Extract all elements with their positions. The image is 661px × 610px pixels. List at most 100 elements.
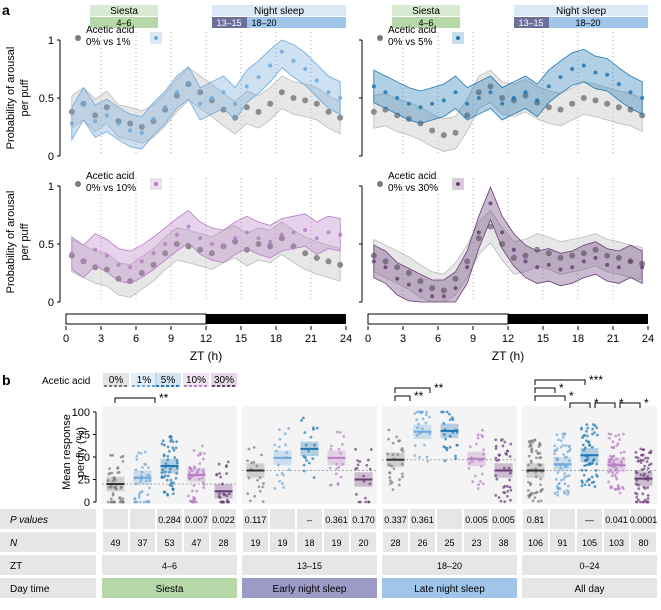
n-value: 28 [390, 538, 400, 548]
fly-point [170, 484, 174, 488]
n-cell-bg [631, 532, 656, 552]
fly-point [591, 432, 594, 436]
legend-marker-treatment [154, 182, 158, 186]
n-cell-bg [184, 532, 209, 552]
fly-point [258, 476, 262, 480]
legend-b-label: 30% [214, 375, 234, 386]
point-treatment [81, 259, 86, 264]
fly-point [166, 474, 170, 478]
fly-point [202, 483, 206, 487]
fly-point [257, 485, 261, 489]
x-tick-label: 15 [537, 333, 549, 345]
n-cell-bg [550, 532, 575, 552]
fly-point [387, 463, 391, 467]
fly-point [358, 460, 362, 463]
fly-point [175, 461, 179, 465]
panel-b-y-tick-label: 50 [78, 452, 90, 464]
fly-point [615, 444, 619, 447]
fly-point [416, 426, 419, 430]
y-tick-label: 1 [48, 35, 54, 47]
fly-point [337, 465, 341, 469]
fly-point [645, 460, 649, 464]
fly-point [476, 487, 480, 490]
point-0pct [302, 97, 309, 104]
fly-point [134, 500, 137, 504]
fly-point [147, 486, 151, 490]
fly-point [581, 443, 585, 447]
fly-point [554, 449, 558, 453]
point-0pct [92, 264, 99, 271]
fly-point [113, 485, 116, 489]
fly-point [390, 464, 394, 468]
fly-point [329, 448, 333, 451]
fly-point [201, 457, 205, 461]
fly-point [607, 470, 611, 474]
point-treatment [128, 128, 133, 133]
point-0pct [138, 270, 145, 276]
legend-marker-treatment [154, 36, 158, 40]
fly-point [562, 490, 566, 493]
fly-point [619, 451, 623, 455]
fly-point [144, 479, 148, 483]
fly-point [648, 470, 651, 474]
n-cell-bg [523, 532, 548, 552]
fly-point [562, 453, 566, 456]
x-tick-label: 6 [133, 333, 139, 345]
n-cell-bg [211, 532, 236, 552]
fly-point [646, 497, 650, 500]
fly-point [189, 467, 193, 471]
fly-point [642, 448, 646, 452]
fly-point [367, 500, 370, 504]
point-0pct [487, 223, 494, 230]
fly-point [473, 474, 477, 478]
fly-point [415, 410, 419, 414]
fly-point [252, 445, 256, 449]
fly-point [568, 459, 571, 463]
point-0pct [464, 112, 471, 119]
fly-point [167, 449, 171, 453]
fly-point [169, 478, 173, 482]
fly-point [508, 455, 512, 458]
p-cell-bg [157, 509, 182, 529]
fly-point [538, 456, 542, 460]
fly-point [638, 500, 642, 504]
fly-point [171, 446, 175, 450]
fly-point [312, 476, 316, 480]
point-treatment [326, 90, 331, 95]
fly-point [256, 478, 259, 482]
point-treatment [256, 236, 261, 241]
p-cell-bg [464, 509, 489, 529]
dark-phase-bar-right [508, 314, 648, 324]
fly-point [557, 482, 561, 486]
fly-point [415, 418, 419, 422]
point-treatment [488, 201, 493, 206]
fly-point [527, 463, 530, 467]
p-cell-bg [184, 509, 209, 529]
panel-b-y-tick-label: 0 [84, 497, 90, 509]
fly-point [503, 500, 507, 504]
fly-point [494, 494, 498, 497]
fly-point [558, 487, 562, 491]
fly-point [646, 493, 650, 497]
fly-point [225, 464, 228, 468]
p-cell-bg [523, 509, 548, 529]
fly-point [187, 476, 190, 480]
n-value: 103 [609, 538, 624, 548]
fly-point [481, 428, 484, 432]
fly-point [568, 447, 572, 451]
fly-point [397, 439, 400, 443]
p-cell-bg [604, 509, 629, 529]
fly-point [192, 484, 196, 487]
point-treatment [244, 84, 249, 89]
point-treatment [174, 90, 179, 95]
fly-point [121, 500, 125, 504]
fly-point [135, 454, 139, 458]
fly-point [494, 438, 498, 442]
bracket-siesta [114, 397, 156, 403]
fly-point [246, 459, 250, 463]
fly-point [495, 477, 499, 481]
legend-b-label: 10% [186, 375, 206, 386]
fly-point [171, 440, 175, 444]
fly-point [121, 497, 125, 501]
late-range-band [247, 17, 346, 28]
